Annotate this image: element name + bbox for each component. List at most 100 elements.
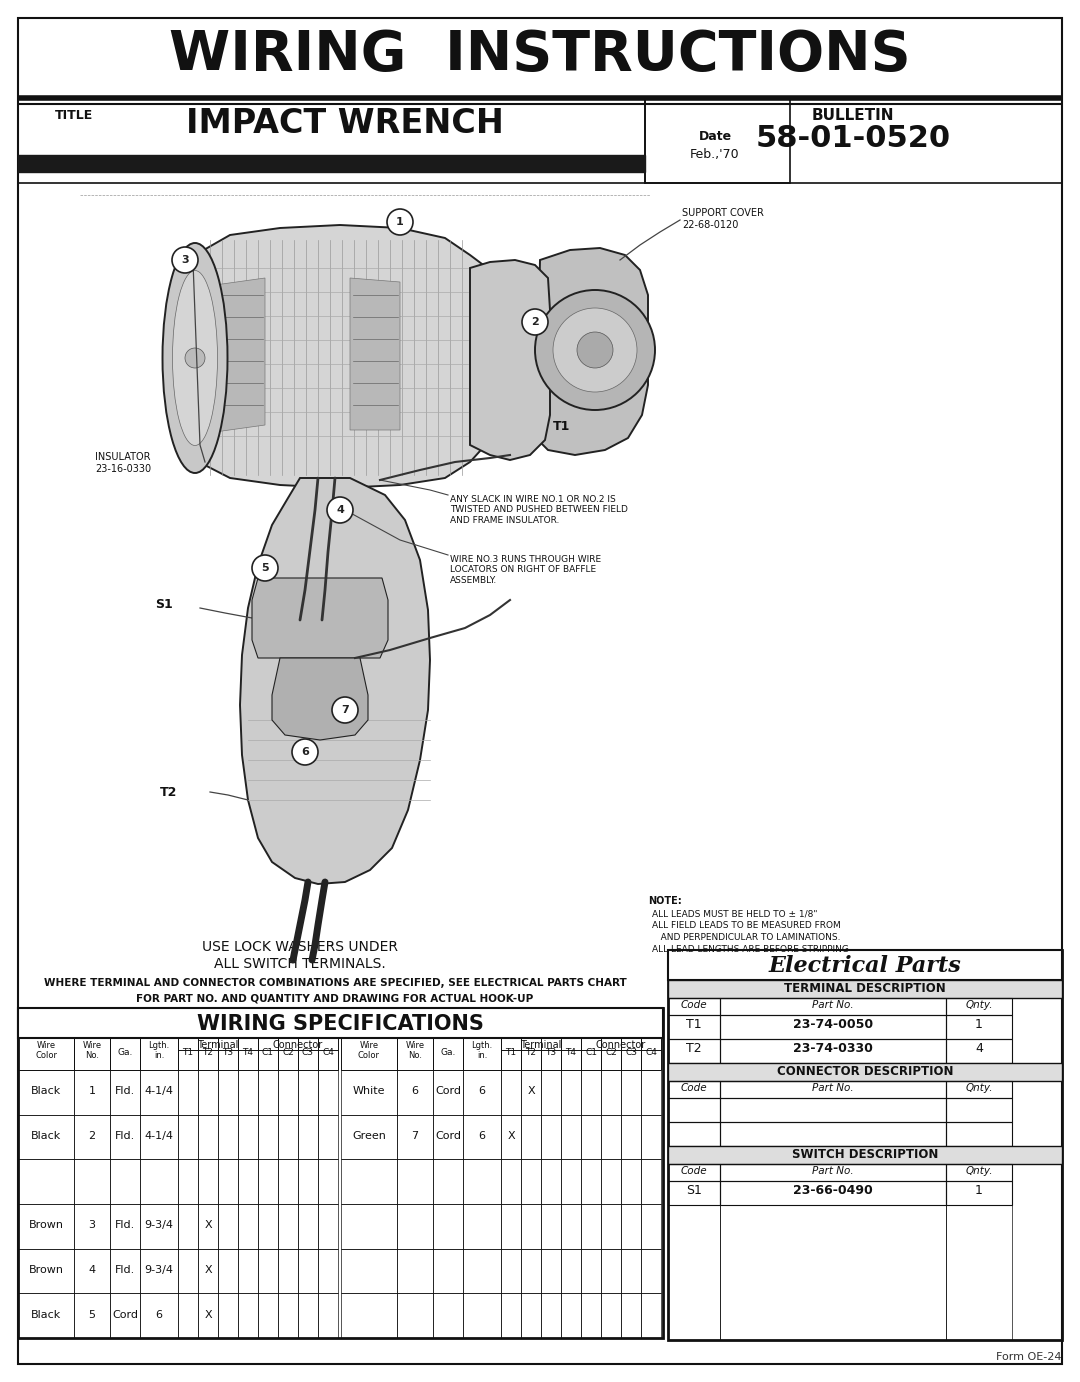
Bar [561, 1294, 581, 1338]
Bar [600, 1204, 621, 1249]
Bar [501, 1038, 521, 1070]
Bar [397, 1249, 433, 1294]
Text: 5: 5 [261, 562, 269, 574]
Bar [621, 1249, 642, 1294]
Text: FOR PART NO. AND QUANTITY AND DRAWING FOR ACTUAL HOOK-UP: FOR PART NO. AND QUANTITY AND DRAWING FO… [136, 994, 534, 1003]
Bar [397, 1115, 433, 1159]
Text: T2: T2 [160, 786, 177, 799]
Bar [581, 1204, 600, 1249]
Bar [669, 1081, 720, 1099]
Text: Code: Code [680, 1166, 707, 1176]
Bar [521, 1070, 541, 1115]
Text: T4: T4 [566, 1048, 577, 1057]
Text: Wire: Wire [82, 1041, 102, 1050]
Bar [433, 1070, 463, 1115]
Bar [341, 1038, 397, 1070]
Bar [720, 1122, 946, 1146]
Text: T1: T1 [686, 1019, 702, 1031]
Bar [463, 1249, 501, 1294]
Text: Cord: Cord [435, 1086, 461, 1096]
Bar [341, 1115, 397, 1159]
Bar [669, 949, 1062, 1341]
Bar [140, 1204, 178, 1249]
Text: Color: Color [357, 1050, 380, 1060]
Bar [178, 1249, 198, 1294]
Bar [341, 1249, 397, 1294]
Circle shape [292, 739, 318, 766]
Text: Date: Date [699, 130, 731, 142]
Bar [433, 1249, 463, 1294]
Text: 13135 WEST LISBON RD. BROOKFIELD,WIS: 13135 WEST LISBON RD. BROOKFIELD,WIS [313, 158, 546, 167]
Bar [140, 1115, 178, 1159]
Bar [397, 1038, 433, 1070]
Bar [178, 1204, 198, 1249]
Text: 6: 6 [156, 1310, 162, 1320]
Text: Feb.,'70: Feb.,'70 [690, 148, 740, 160]
Text: T4: T4 [243, 1048, 254, 1057]
Bar [198, 1038, 218, 1070]
Text: No.: No. [408, 1050, 422, 1060]
Bar [433, 1294, 463, 1338]
Text: Wire: Wire [37, 1041, 55, 1050]
Text: 3: 3 [181, 256, 189, 265]
Text: Connector: Connector [596, 1041, 646, 1050]
Bar [463, 1204, 501, 1249]
Bar [140, 1249, 178, 1294]
Bar [946, 1182, 1012, 1205]
Bar [198, 1249, 218, 1294]
Bar [397, 1204, 433, 1249]
Bar [600, 1294, 621, 1338]
Bar [581, 1070, 600, 1115]
Bar [18, 1249, 75, 1294]
Bar [669, 1063, 1062, 1081]
Bar [501, 1070, 521, 1115]
Bar [278, 1204, 298, 1249]
Bar [541, 1249, 561, 1294]
Bar [341, 1159, 397, 1204]
Bar [397, 1159, 433, 1204]
Text: 4: 4 [336, 504, 343, 515]
Bar [140, 1070, 178, 1115]
Bar [581, 1159, 600, 1204]
Bar [642, 1204, 661, 1249]
Bar [561, 1038, 581, 1070]
Bar [298, 1159, 318, 1204]
Bar [541, 1159, 561, 1204]
Text: BULLETIN: BULLETIN [812, 108, 894, 123]
Text: Ga.: Ga. [441, 1048, 456, 1057]
Bar [397, 1070, 433, 1115]
Bar [720, 998, 946, 1014]
Bar [298, 1249, 318, 1294]
Text: T2: T2 [203, 1048, 214, 1057]
Bar [501, 1159, 521, 1204]
Bar [298, 1115, 318, 1159]
Bar [463, 1070, 501, 1115]
Text: 1: 1 [975, 1019, 983, 1031]
Text: WHERE TERMINAL AND CONNECTOR COMBINATIONS ARE SPECIFIED, SEE ELECTRICAL PARTS CH: WHERE TERMINAL AND CONNECTOR COMBINATION… [43, 978, 626, 988]
Bar [198, 1294, 218, 1338]
Bar [178, 1038, 198, 1070]
Bar [318, 1038, 338, 1070]
Text: T1: T1 [183, 1048, 193, 1057]
Bar [218, 1249, 238, 1294]
Text: Qnty.: Qnty. [966, 1166, 993, 1176]
Bar [600, 1249, 621, 1294]
Polygon shape [252, 578, 388, 658]
Bar [669, 1099, 720, 1122]
Bar [946, 998, 1012, 1014]
Text: X: X [527, 1086, 535, 1096]
Text: IMPACT WRENCH: IMPACT WRENCH [186, 106, 504, 140]
Bar [238, 1204, 258, 1249]
Text: Part No.: Part No. [812, 1166, 854, 1176]
Text: T1: T1 [553, 420, 570, 433]
Bar [521, 1294, 541, 1338]
Bar [621, 1204, 642, 1249]
Bar [581, 1249, 600, 1294]
Bar [218, 1159, 238, 1204]
Bar [521, 1249, 541, 1294]
Text: S1: S1 [156, 598, 173, 611]
Text: 3: 3 [89, 1220, 95, 1230]
Text: MILWAUKEE ELECTRIC TOOL CORP.: MILWAUKEE ELECTRIC TOOL CORP. [56, 158, 244, 167]
Text: T2: T2 [686, 1042, 702, 1056]
Text: in.: in. [153, 1050, 164, 1060]
